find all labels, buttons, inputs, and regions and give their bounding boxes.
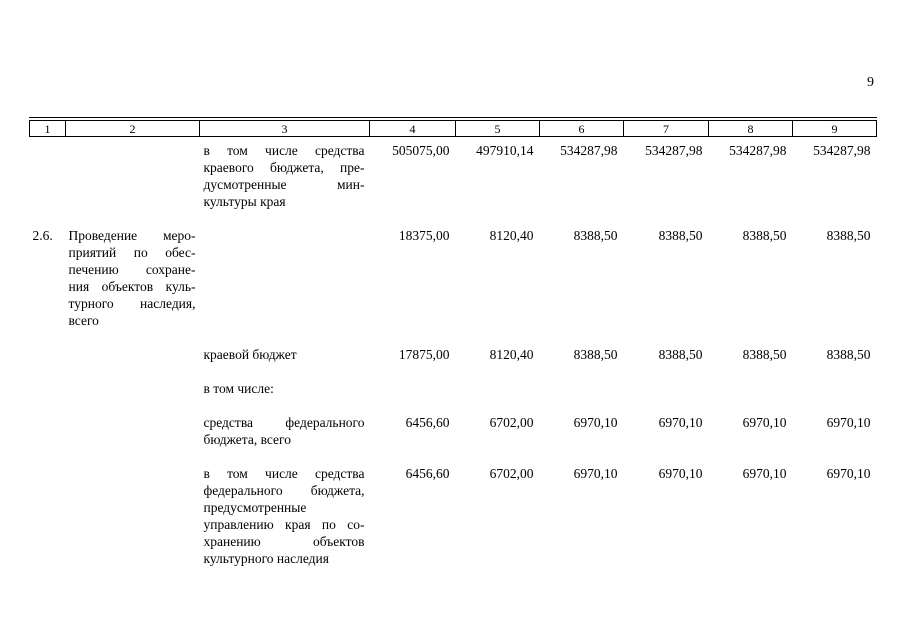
value-cell: 534287,98 <box>813 143 871 158</box>
page-number: 9 <box>867 75 874 90</box>
value-cell: 6702,00 <box>489 415 534 430</box>
column-header-6: 6 <box>539 120 624 137</box>
value-cell: 505075,00 <box>392 143 450 158</box>
value-cell: 8120,40 <box>489 347 534 362</box>
value-cell: 8388,50 <box>826 228 871 243</box>
column-header-3: 3 <box>199 120 370 137</box>
column-header-1: 1 <box>29 120 66 137</box>
row-subtitle-cell: в том числе: <box>200 380 370 414</box>
value-cell: 6456,60 <box>405 415 450 430</box>
value-cell: 6970,10 <box>742 415 787 430</box>
table-row: 2.6. Проведение меро-приятий по обес-печ… <box>30 227 877 346</box>
row-subtitle: средства федерального бюджета, всего <box>203 415 365 447</box>
value-cell: 497910,14 <box>476 143 534 158</box>
row-title-cell <box>66 465 200 584</box>
table-row: краевой бюджет 17875,00 8120,40 8388,50 … <box>30 346 877 380</box>
row-title-cell: Проведение меро-приятий по обес-печению … <box>66 227 200 346</box>
table-top-rule <box>29 117 877 118</box>
value-cell: 534287,98 <box>645 143 703 158</box>
value-cell: 8388,50 <box>742 228 787 243</box>
value-cell: 6970,10 <box>658 415 703 430</box>
table-row: средства федерального бюджета, всего 6456… <box>30 414 877 465</box>
row-subtitle-cell: в том числе средства федерального бюджета… <box>200 465 370 584</box>
column-header-4: 4 <box>369 120 456 137</box>
budget-table: 1 2 3 4 5 6 7 8 9 в том числе средства кр… <box>29 120 877 584</box>
value-cell: 6970,10 <box>742 466 787 481</box>
column-header-9: 9 <box>792 120 877 137</box>
value-cell: 6970,10 <box>826 415 871 430</box>
column-header-8: 8 <box>708 120 793 137</box>
table-row: в том числе средства федерального бюджета… <box>30 465 877 584</box>
row-number-cell <box>30 414 66 465</box>
column-header-5: 5 <box>455 120 540 137</box>
value-cell <box>456 380 540 414</box>
value-cell: 8388,50 <box>742 347 787 362</box>
row-subtitle-cell: средства федерального бюджета, всего <box>200 414 370 465</box>
value-cell <box>540 380 624 414</box>
row-subtitle: в том числе: <box>203 381 274 396</box>
value-cell: 6702,00 <box>489 466 534 481</box>
column-header-2: 2 <box>65 120 200 137</box>
value-cell: 8388,50 <box>658 347 703 362</box>
value-cell: 8388,50 <box>658 228 703 243</box>
value-cell: 6970,10 <box>573 466 618 481</box>
row-number-cell <box>30 465 66 584</box>
row-number-cell <box>30 346 66 380</box>
row-title-cell <box>66 380 200 414</box>
row-number-cell <box>30 137 66 228</box>
row-subtitle-cell: краевой бюджет <box>200 346 370 380</box>
row-title-cell <box>66 137 200 228</box>
row-subtitle: краевой бюджет <box>203 347 297 362</box>
row-subtitle: в том числе средства федерального бюджета… <box>203 466 365 566</box>
table-row: в том числе: <box>30 380 877 414</box>
value-cell: 534287,98 <box>560 143 618 158</box>
value-cell: 18375,00 <box>398 228 450 243</box>
table-row: в том числе средства краевого бюджета, пр… <box>30 137 877 228</box>
row-number-cell <box>30 380 66 414</box>
value-cell: 6970,10 <box>826 466 871 481</box>
row-title: Проведение меро-приятий по обес-печению … <box>68 228 196 328</box>
value-cell: 8388,50 <box>573 228 618 243</box>
value-cell <box>793 380 877 414</box>
value-cell: 6456,60 <box>405 466 450 481</box>
value-cell: 534287,98 <box>729 143 787 158</box>
row-subtitle: в том числе средства краевого бюджета, пр… <box>203 143 365 209</box>
row-title-cell <box>66 346 200 380</box>
row-title-cell <box>66 414 200 465</box>
value-cell <box>709 380 793 414</box>
value-cell: 17875,00 <box>398 347 450 362</box>
row-number-cell: 2.6. <box>32 228 53 243</box>
row-subtitle-cell: в том числе средства краевого бюджета, пр… <box>200 137 370 228</box>
value-cell: 6970,10 <box>658 466 703 481</box>
value-cell: 6970,10 <box>573 415 618 430</box>
value-cell <box>624 380 709 414</box>
value-cell: 8120,40 <box>489 228 534 243</box>
value-cell: 8388,50 <box>826 347 871 362</box>
table-header-row: 1 2 3 4 5 6 7 8 9 <box>29 120 877 137</box>
row-subtitle-cell <box>200 227 370 346</box>
column-header-7: 7 <box>623 120 709 137</box>
value-cell: 8388,50 <box>573 347 618 362</box>
value-cell <box>370 380 456 414</box>
